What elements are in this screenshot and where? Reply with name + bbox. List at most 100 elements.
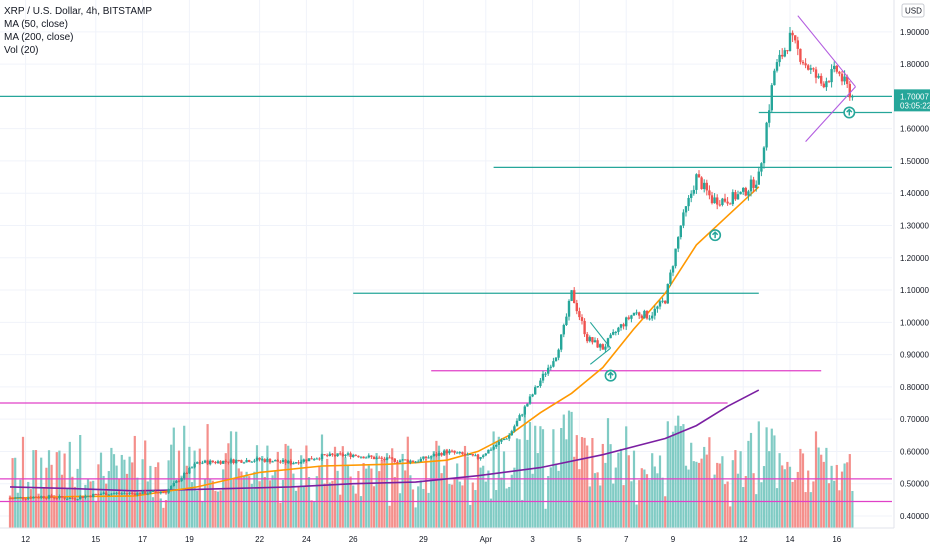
candle-body <box>627 317 630 319</box>
candle-body <box>807 65 810 70</box>
candle-body <box>697 174 701 178</box>
candle-body <box>11 498 14 500</box>
volume-bar <box>245 471 248 528</box>
candle-body <box>66 498 69 500</box>
x-tick-label: 7 <box>624 535 629 544</box>
volume-bar <box>424 459 428 528</box>
candle-body <box>541 373 545 381</box>
volume-bar <box>682 424 685 528</box>
volume-bar <box>281 479 285 528</box>
candle-body <box>718 204 721 206</box>
candle-body <box>424 456 428 459</box>
candle-body <box>190 467 194 469</box>
chart-legend: XRP / U.S. Dollar, 4h, BITSTAMP MA (50, … <box>4 5 152 57</box>
triangle-lower-line[interactable] <box>589 347 611 365</box>
candle-body <box>242 462 246 464</box>
up-arrow-marker[interactable] <box>604 369 617 382</box>
volume-bar <box>89 481 92 528</box>
candle-body <box>284 459 287 464</box>
volume-bar <box>42 487 45 528</box>
volume-bar <box>562 414 565 528</box>
candle-body <box>669 272 672 284</box>
candle-body <box>422 456 425 459</box>
candle-body <box>27 497 30 499</box>
volume-bar <box>242 476 246 528</box>
volume-bar <box>495 490 498 528</box>
volume-bar <box>833 480 836 528</box>
volume-bar <box>567 410 571 528</box>
volume-bar <box>664 496 667 528</box>
volume-bar <box>760 482 763 528</box>
volume-bar <box>284 443 287 528</box>
triangle-lower-line[interactable] <box>805 86 856 142</box>
volume-bar <box>487 470 490 528</box>
candle-body <box>307 458 311 462</box>
volume-bar <box>456 463 459 528</box>
candle-body <box>804 63 807 66</box>
volume-bar <box>73 486 77 528</box>
volume-bar <box>697 462 701 528</box>
candle-body <box>229 459 233 463</box>
volume-bar <box>627 455 630 528</box>
candle-body <box>302 459 305 462</box>
volume-bar <box>799 448 802 528</box>
candle-body <box>687 197 690 207</box>
volume-bar <box>474 490 477 528</box>
triangle-upper-line[interactable] <box>589 321 612 349</box>
volume-bar <box>370 468 373 528</box>
candle-body <box>554 357 558 362</box>
volume-bar <box>53 495 56 528</box>
x-tick-label: 14 <box>786 535 795 544</box>
volume-bar <box>807 470 810 528</box>
candle-body <box>362 456 365 459</box>
volume-bar <box>700 458 703 528</box>
candle-body <box>521 414 524 416</box>
volume-bar <box>224 453 227 528</box>
candle-body <box>68 497 71 499</box>
volume-bar <box>71 476 74 528</box>
candle-body <box>770 85 773 111</box>
volume-bar <box>739 451 742 528</box>
candle-body <box>427 457 430 459</box>
triangle-upper-line[interactable] <box>797 15 856 88</box>
volume-bar <box>658 455 662 528</box>
candle-body <box>690 193 693 198</box>
volume-bar <box>544 508 547 528</box>
volume-bar <box>302 486 305 528</box>
volume-bar <box>214 490 217 528</box>
candle-body <box>578 311 581 318</box>
up-arrow-marker[interactable] <box>709 229 722 242</box>
candle-body <box>393 458 396 462</box>
volume-bar <box>235 431 238 528</box>
volume-bar <box>81 495 84 528</box>
candle-body <box>245 460 248 463</box>
candle-body <box>726 201 729 204</box>
volume-bar <box>263 476 266 528</box>
volume-bar <box>578 469 581 528</box>
candle-body <box>300 461 303 464</box>
candle-body <box>398 460 402 462</box>
y-tick-label: 1.90000 <box>900 28 929 37</box>
volume-bar <box>393 476 396 528</box>
volume-bar <box>146 481 149 528</box>
candle-body <box>562 324 565 335</box>
candle-body <box>34 496 38 498</box>
candle-body <box>99 493 103 495</box>
up-arrow-marker[interactable] <box>843 106 856 119</box>
volume-bar <box>440 473 443 528</box>
candle-body <box>786 50 789 52</box>
candle-body <box>502 438 506 441</box>
candle-body <box>515 420 519 427</box>
candle-body <box>123 493 126 495</box>
volume-bar <box>131 462 134 528</box>
candle-body <box>305 459 308 462</box>
volume-bar <box>435 440 438 528</box>
volume-bar <box>705 454 708 528</box>
candle-body <box>258 457 261 460</box>
currency-badge[interactable] <box>901 3 925 18</box>
volume-bar <box>367 465 370 528</box>
volume-bar <box>534 425 537 528</box>
volume-bar <box>326 458 329 528</box>
candle-body <box>73 498 77 500</box>
